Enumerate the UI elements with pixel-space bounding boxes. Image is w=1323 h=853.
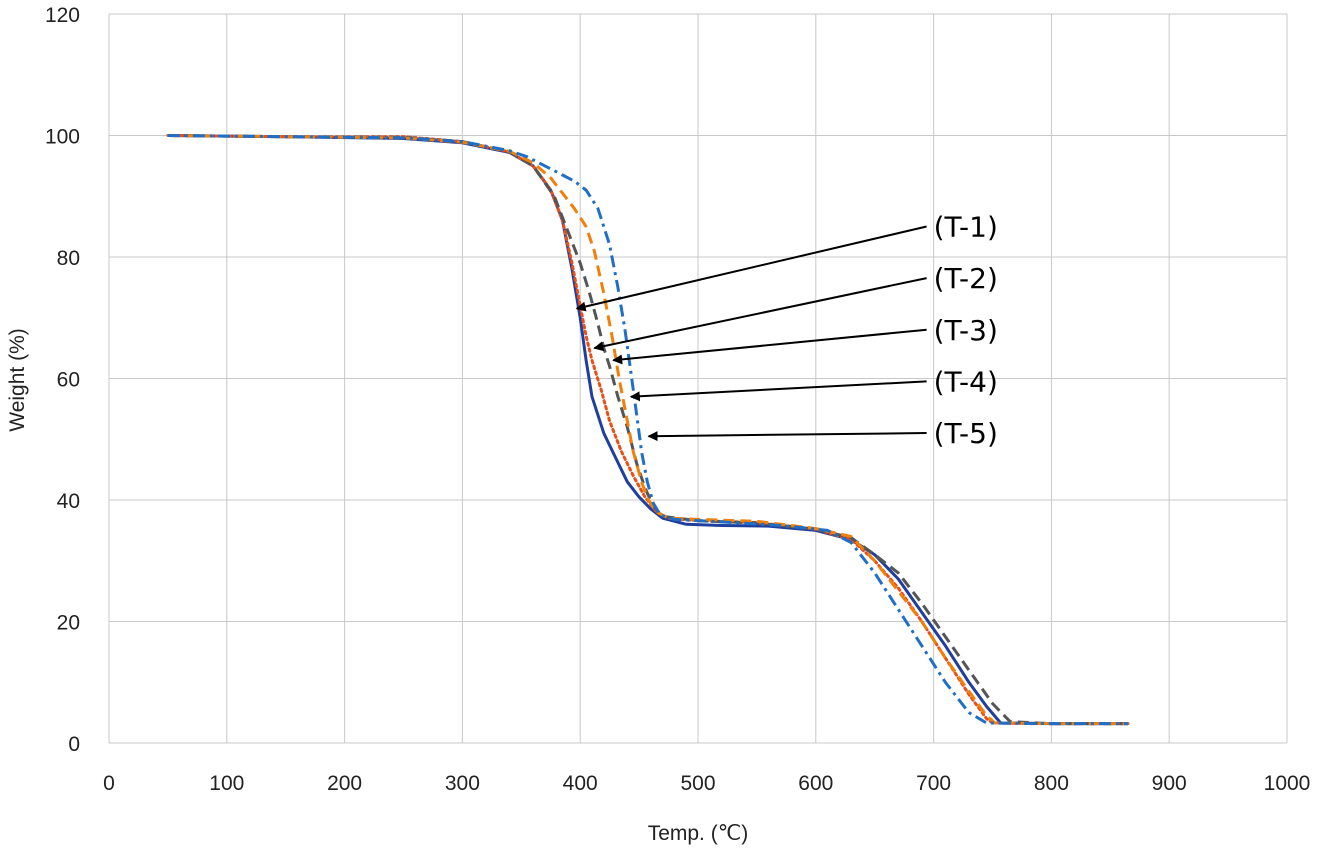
x-tick-label: 1000: [1264, 772, 1311, 795]
y-tick-label: 20: [57, 612, 80, 635]
annotation-label: (T-3): [934, 314, 998, 347]
x-tick-label: 400: [563, 772, 598, 795]
x-tick-label: 300: [445, 772, 480, 795]
x-tick-label: 800: [1034, 772, 1069, 795]
annotation-arrow: [629, 380, 927, 402]
x-tick-label: 700: [916, 772, 951, 795]
annotation-arrow: [612, 328, 927, 365]
y-tick-label: 100: [45, 126, 80, 149]
annotation-arrow: [593, 277, 927, 352]
y-tick-label: 40: [57, 490, 80, 513]
x-tick-label: 0: [103, 772, 115, 795]
annotation-arrow: [647, 431, 927, 442]
series-line-5: [167, 134, 1128, 726]
axes: 0 100 200 300 400 500 600 700 800 900 1000 0 20 40 60 8…: [45, 4, 1310, 795]
x-tick-label: 100: [209, 772, 244, 795]
annotation-label: (T-1): [934, 210, 998, 243]
x-tick-label: 500: [680, 772, 715, 795]
y-axis-title: Weight (%): [6, 328, 29, 431]
y-tick-label: 120: [45, 4, 80, 27]
series-group: [166, 134, 1130, 726]
x-axis-title: Temp. (℃): [648, 822, 749, 845]
x-tick-label: 600: [798, 772, 833, 795]
y-tick-label: 80: [57, 247, 80, 270]
annotation-arrow: [575, 225, 927, 312]
annotation-label: (T-4): [934, 365, 998, 398]
x-tick-label: 900: [1152, 772, 1187, 795]
annotations: (T-1) (T-2) (T-3) (T-4) (T-5): [575, 210, 998, 450]
y-tick-label: 60: [57, 369, 80, 392]
grid: [108, 13, 1288, 744]
x-tick-label: 200: [327, 772, 362, 795]
annotation-label: (T-2): [934, 262, 998, 295]
y-tick-label: 0: [68, 733, 80, 756]
annotation-label: (T-5): [934, 417, 998, 450]
series-line-4: [167, 134, 1128, 726]
